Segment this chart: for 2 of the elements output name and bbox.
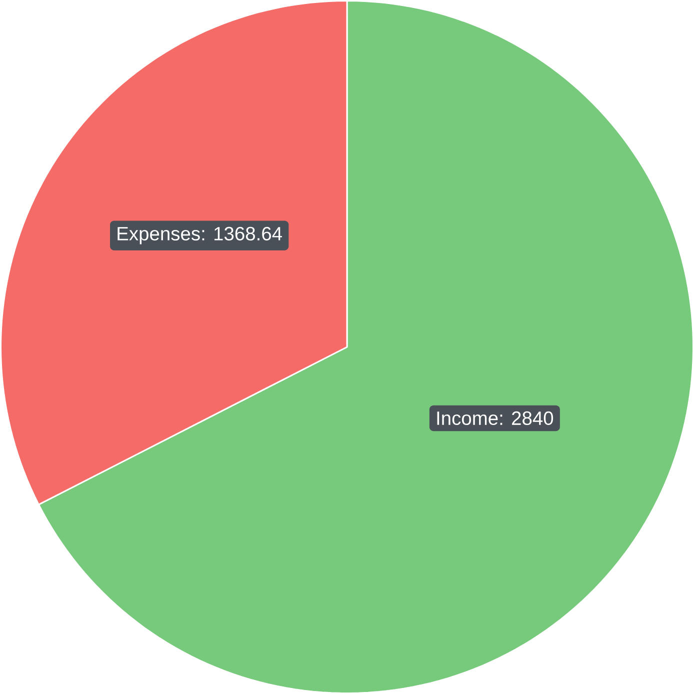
data-label: Expenses: 1368.64 bbox=[118, 226, 282, 244]
data-label: Income: 2840 bbox=[437, 411, 554, 426]
